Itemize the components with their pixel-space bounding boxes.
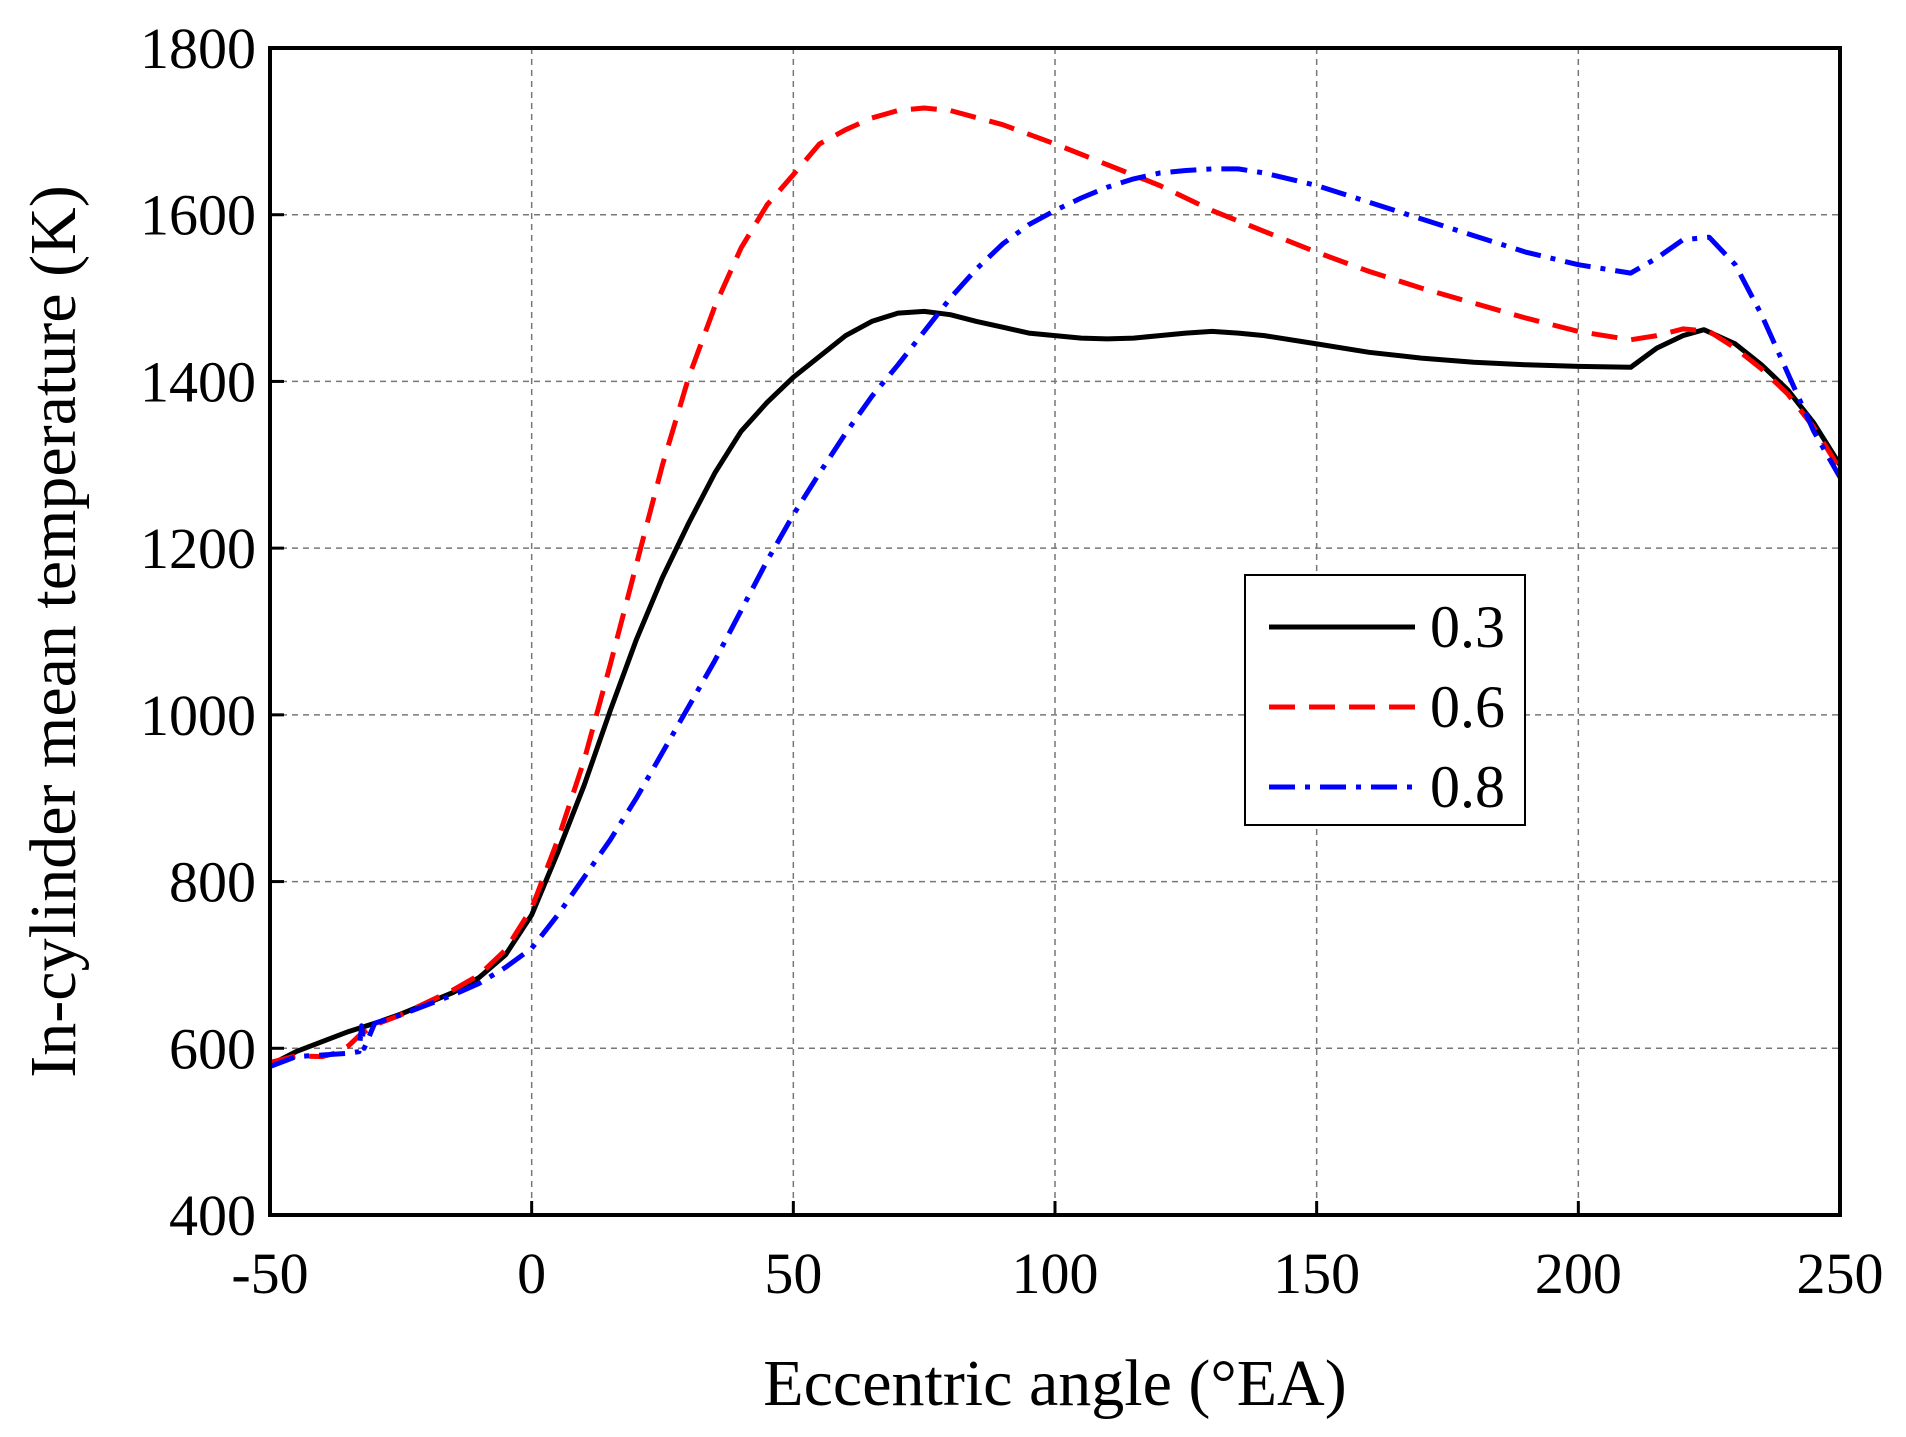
y-tick-label: 400 — [169, 1183, 256, 1248]
y-tick-label: 1800 — [140, 16, 256, 81]
legend-label: 0.8 — [1430, 754, 1505, 820]
x-tick-labels: -50 0 50 100 150 200 250 — [231, 1241, 1883, 1306]
x-tick-label: 250 — [1797, 1241, 1884, 1306]
legend-label: 0.3 — [1430, 594, 1505, 660]
grid — [270, 48, 1840, 1215]
legend: 0.3 0.6 0.8 — [1244, 574, 1526, 826]
legend-label: 0.6 — [1430, 674, 1505, 740]
series-group — [268, 105, 1843, 1069]
y-tick-label: 1400 — [140, 349, 256, 414]
x-tick-label: 100 — [1012, 1241, 1099, 1306]
y-tick-label: 600 — [169, 1016, 256, 1081]
axis-ticks — [268, 46, 1842, 1217]
y-tick-label: 1600 — [140, 183, 256, 248]
y-tick-labels: 400 600 800 1000 1200 1400 1600 1800 — [140, 16, 256, 1248]
series-line-0.8 — [269, 166, 1843, 1069]
x-tick-label: 50 — [764, 1241, 822, 1306]
x-axis-title: Eccentric angle (°EA) — [763, 1347, 1346, 1420]
y-axis-title: In-cylinder mean temperature (K) — [17, 185, 90, 1077]
y-tick-label: 1200 — [140, 516, 256, 581]
series-line-0.6 — [269, 105, 1843, 1065]
series-line-0.3 — [268, 308, 1843, 1068]
x-tick-label: 200 — [1535, 1241, 1622, 1306]
legend-box — [1244, 574, 1526, 826]
y-tick-label: 800 — [169, 850, 256, 915]
y-tick-label: 1000 — [140, 683, 256, 748]
x-tick-label: 150 — [1273, 1241, 1360, 1306]
x-tick-label: 0 — [517, 1241, 546, 1306]
x-tick-label: -50 — [231, 1241, 308, 1306]
